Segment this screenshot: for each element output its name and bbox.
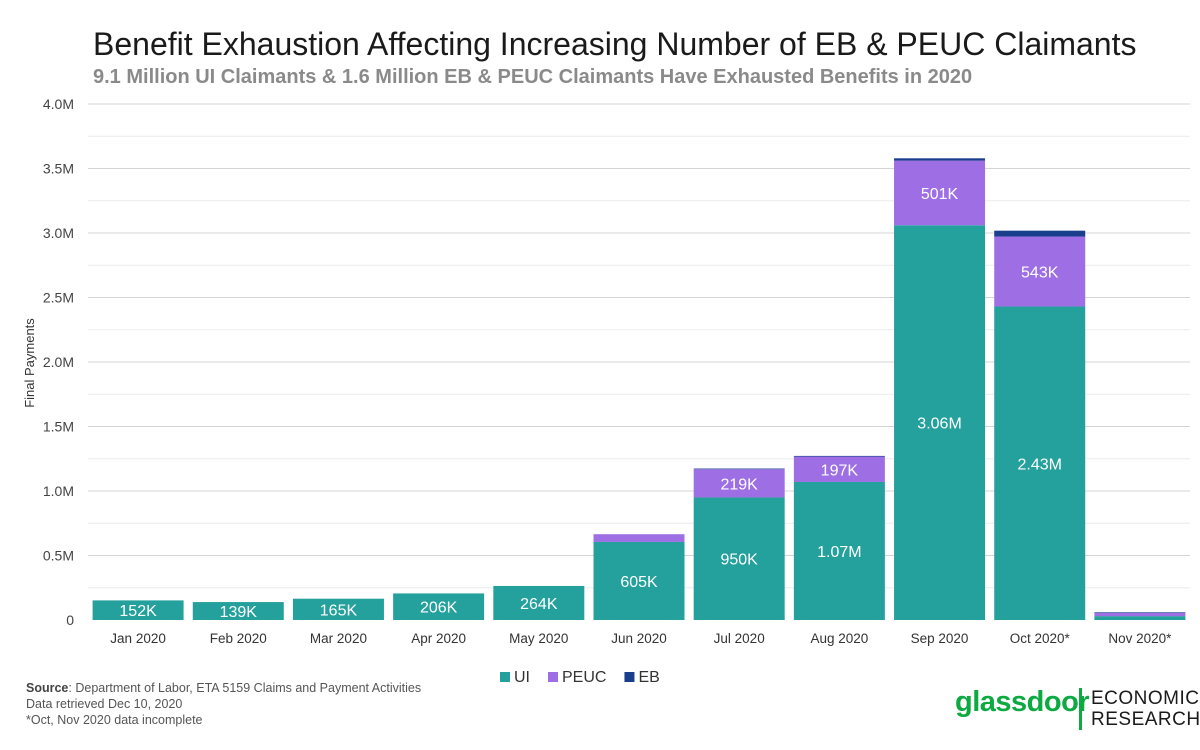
- bar-ui: [693, 497, 785, 620]
- bar-eb: [1094, 612, 1186, 613]
- bar-eb: [994, 230, 1086, 237]
- legend-label-ui: UI: [514, 669, 530, 686]
- logo-line-2: RESEARCH: [1091, 709, 1200, 730]
- x-tick-label: Mar 2020: [310, 631, 367, 646]
- bar-ui: [994, 306, 1086, 620]
- data-label-ui: 152K: [119, 603, 157, 620]
- source-line: Source: Department of Labor, ETA 5159 Cl…: [26, 680, 421, 696]
- bar-ui: [292, 598, 384, 620]
- source-text: : Department of Labor, ETA 5159 Claims a…: [68, 681, 422, 695]
- data-label-ui: 2.43M: [1017, 456, 1061, 473]
- y-tick-label: 2.5M: [43, 290, 74, 306]
- retrieved-date: Data retrieved Dec 10, 2020: [26, 697, 183, 711]
- bar-eb: [894, 158, 986, 161]
- logo-divider: [1079, 688, 1082, 730]
- legend-swatch-peuc: [548, 672, 558, 682]
- bar-peuc: [793, 456, 885, 482]
- y-tick-label: 4.0M: [43, 96, 74, 112]
- x-tick-label: Oct 2020*: [1010, 631, 1071, 646]
- economic-research-text: ECONOMIC RESEARCH: [1091, 688, 1200, 730]
- y-tick-label: 0.5M: [43, 548, 74, 564]
- bar-ui: [192, 602, 284, 620]
- bar-ui: [92, 600, 184, 620]
- bar-ui: [593, 541, 685, 620]
- bar-ui: [894, 225, 986, 620]
- bar-peuc: [593, 534, 685, 542]
- x-tick-label: May 2020: [509, 631, 568, 646]
- y-tick-label: 2.0M: [43, 354, 74, 370]
- logo-line-1: ECONOMIC: [1091, 688, 1200, 709]
- y-tick-label: 3.5M: [43, 161, 74, 177]
- data-label-ui: 605K: [620, 574, 658, 591]
- y-tick-label: 1.0M: [43, 483, 74, 499]
- legend: UI PEUC EB: [500, 669, 660, 686]
- source-label: Source: [26, 681, 69, 695]
- bar-peuc: [693, 469, 785, 498]
- data-label-peuc: 501K: [921, 186, 959, 203]
- x-tick-label: Feb 2020: [210, 631, 267, 646]
- chart-title: Benefit Exhaustion Affecting Increasing …: [93, 26, 1137, 62]
- x-tick-label: Nov 2020*: [1108, 631, 1172, 646]
- data-label-peuc: 543K: [1021, 265, 1059, 282]
- x-tick-label: Aug 2020: [810, 631, 868, 646]
- legend-swatch-ui: [500, 672, 510, 682]
- data-label-ui: 1.07M: [817, 544, 861, 561]
- footnote: Source: Department of Labor, ETA 5159 Cl…: [26, 680, 421, 728]
- chart-subtitle: 9.1 Million UI Claimants & 1.6 Million E…: [93, 66, 973, 88]
- glassdoor-wordmark: glassdoor: [955, 686, 1090, 718]
- x-axis-ticks: Jan 2020 Feb 2020 Mar 2020 Apr 2020 May 2020…: [110, 631, 1172, 646]
- y-axis-ticks: 0 0.5M 1.0M 1.5M 2.0M 2.5M 3.0M 3.5M 4.0M: [43, 96, 74, 628]
- data-label-ui: 139K: [220, 604, 258, 621]
- legend-label-peuc: PEUC: [562, 669, 606, 686]
- bar-peuc: [894, 160, 986, 226]
- data-label-peuc: 219K: [720, 476, 758, 493]
- y-tick-label: 3.0M: [43, 225, 74, 241]
- bar-ui: [493, 585, 585, 620]
- bar-ui: [393, 593, 485, 620]
- bar-peuc: [994, 236, 1086, 307]
- incomplete-note: *Oct, Nov 2020 data incomplete: [26, 713, 203, 727]
- y-tick-label: 1.5M: [43, 419, 74, 435]
- glassdoor-economic-research-logo: glassdoor ECONOMIC RESEARCH: [955, 686, 1200, 736]
- data-label-peuc: 197K: [821, 462, 859, 479]
- legend-label-eb: EB: [638, 669, 659, 686]
- bar-eb: [693, 468, 785, 470]
- y-axis-label: Final Payments: [22, 318, 37, 408]
- x-tick-label: Jan 2020: [110, 631, 166, 646]
- data-label-ui: 950K: [720, 552, 758, 569]
- data-label-ui: 206K: [420, 600, 458, 617]
- x-tick-label: Jul 2020: [714, 631, 765, 646]
- x-tick-label: Apr 2020: [411, 631, 466, 646]
- bar-eb: [793, 455, 885, 457]
- bar-ui: [1094, 616, 1186, 620]
- bar-ui: [793, 481, 885, 620]
- data-label-ui: 264K: [520, 596, 558, 613]
- legend-swatch-eb: [624, 672, 635, 682]
- data-label-ui: 3.06M: [917, 416, 961, 433]
- data-label-ui: 165K: [320, 602, 358, 619]
- bars: 152K 139K 165K 206K 264K 605K 950K 219K 1.07M 197…: [92, 158, 1186, 621]
- y-tick-label: 0: [66, 612, 74, 628]
- bar-peuc: [1094, 612, 1186, 617]
- x-tick-label: Jun 2020: [611, 631, 667, 646]
- x-tick-label: Sep 2020: [911, 631, 969, 646]
